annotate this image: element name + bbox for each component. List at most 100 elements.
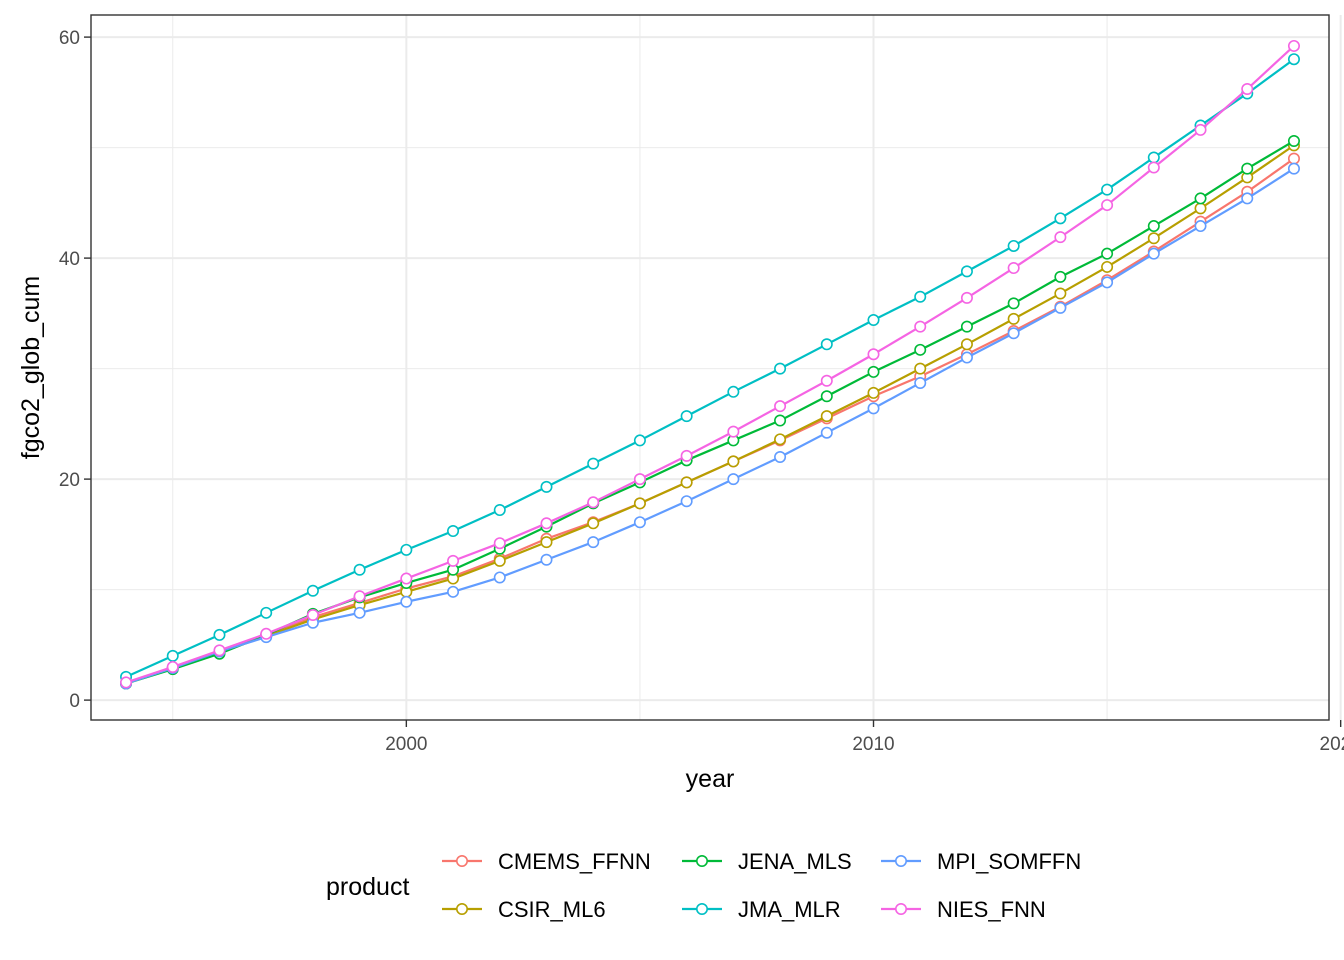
data-point — [914, 376, 927, 389]
data-point — [540, 517, 553, 530]
data-point — [540, 553, 553, 566]
data-point — [540, 536, 553, 549]
data-point — [914, 290, 927, 303]
series-JMA_MLR — [120, 53, 1300, 683]
data-point — [960, 338, 973, 351]
data-point — [960, 265, 973, 278]
plot-panel-border — [90, 14, 1330, 721]
data-point — [1194, 220, 1207, 233]
data-point — [587, 517, 600, 530]
data-point — [1147, 247, 1160, 260]
data-point — [1101, 199, 1114, 212]
data-point — [774, 362, 787, 375]
data-point — [260, 606, 273, 619]
legend-label: CSIR_ML6 — [498, 897, 606, 922]
legend-key-point — [695, 854, 708, 867]
data-point — [493, 504, 506, 517]
data-point — [353, 590, 366, 603]
data-point — [1054, 270, 1067, 283]
data-point — [400, 572, 413, 585]
legend-item-CMEMS_FFNN: CMEMS_FFNN — [442, 849, 651, 874]
y-tick-label: 20 — [59, 470, 80, 491]
series-line — [125, 144, 1295, 685]
data-point — [867, 348, 880, 361]
data-point — [213, 644, 226, 657]
legend-item-NIES_FNN: NIES_FNN — [881, 897, 1046, 922]
data-point — [1194, 202, 1207, 215]
legend-key-point — [894, 902, 907, 915]
data-point — [680, 476, 693, 489]
data-point — [914, 320, 927, 333]
data-point — [1101, 260, 1114, 273]
data-point — [1007, 239, 1020, 252]
data-point — [820, 390, 833, 403]
data-point — [306, 584, 319, 597]
data-point — [1054, 287, 1067, 300]
data-point — [1007, 297, 1020, 310]
series-NIES_FNN — [120, 39, 1300, 689]
data-point — [587, 536, 600, 549]
data-point — [1007, 327, 1020, 340]
x-tick-label: 2010 — [852, 734, 894, 755]
data-point — [727, 455, 740, 468]
y-tick-label: 60 — [59, 28, 80, 49]
data-point — [1287, 134, 1300, 147]
data-point — [1241, 83, 1254, 96]
data-point — [1101, 183, 1114, 196]
data-point — [213, 628, 226, 641]
data-point — [1054, 231, 1067, 244]
data-point — [774, 400, 787, 413]
data-point — [774, 433, 787, 446]
legend-key-point — [455, 902, 468, 915]
series-line — [125, 58, 1295, 678]
series-layer — [120, 39, 1300, 690]
data-point — [120, 676, 133, 689]
data-point — [540, 480, 553, 493]
data-point — [867, 386, 880, 399]
data-point — [633, 434, 646, 447]
legend-label: NIES_FNN — [937, 897, 1046, 922]
data-point — [680, 449, 693, 462]
data-point — [1287, 162, 1300, 175]
data-point — [867, 402, 880, 415]
data-point — [820, 426, 833, 439]
data-point — [1054, 301, 1067, 314]
data-point — [1147, 220, 1160, 233]
legend-key-point — [455, 854, 468, 867]
data-point — [633, 473, 646, 486]
data-point — [493, 537, 506, 550]
data-point — [960, 320, 973, 333]
data-point — [727, 425, 740, 438]
legend-key-point — [894, 854, 907, 867]
data-point — [680, 495, 693, 508]
legend-label: JMA_MLR — [738, 897, 841, 922]
data-point — [353, 563, 366, 576]
data-point — [633, 497, 646, 510]
data-point — [1007, 312, 1020, 325]
data-point — [400, 543, 413, 556]
legend-key-point — [695, 902, 708, 915]
data-point — [774, 451, 787, 464]
data-point — [680, 410, 693, 423]
data-point — [960, 351, 973, 364]
legend-item-CSIR_ML6: CSIR_ML6 — [442, 897, 606, 922]
data-point — [820, 410, 833, 423]
series-line — [125, 45, 1295, 684]
data-point — [774, 414, 787, 427]
legend-label: CMEMS_FFNN — [498, 849, 651, 874]
data-point — [1194, 192, 1207, 205]
data-point — [1241, 192, 1254, 205]
data-point — [166, 660, 179, 673]
data-point — [353, 606, 366, 619]
data-point — [914, 362, 927, 375]
data-point — [914, 343, 927, 356]
data-point — [820, 338, 833, 351]
data-point — [447, 554, 460, 567]
series-line — [125, 167, 1295, 685]
y-axis-title: fgco2_glob_cum — [17, 276, 45, 459]
data-point — [306, 609, 319, 622]
legend-label: JENA_MLS — [738, 849, 852, 874]
data-point — [587, 496, 600, 509]
data-point — [166, 649, 179, 662]
